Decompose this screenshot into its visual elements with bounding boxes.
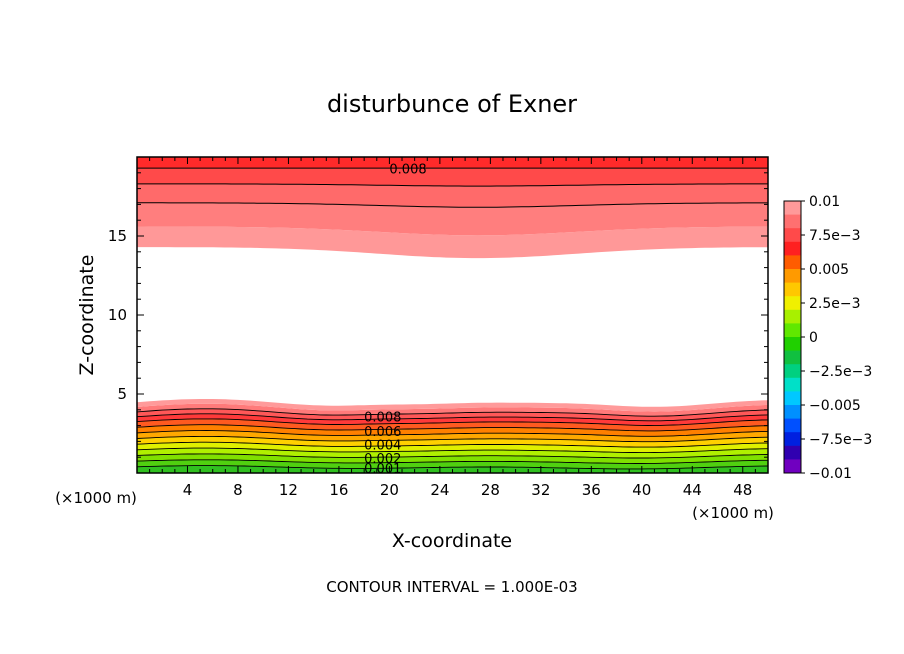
upper-contour-line bbox=[137, 183, 768, 187]
x-tick-label: 20 bbox=[380, 481, 399, 499]
lower-contour-band bbox=[137, 413, 768, 426]
colorbar-swatch bbox=[784, 269, 801, 284]
lower-contour-band bbox=[137, 430, 768, 442]
contour-interval-text: CONTOUR INTERVAL = 1.000E-03 bbox=[326, 578, 577, 596]
colorbar-swatch bbox=[784, 432, 801, 447]
colorbar-swatch bbox=[784, 377, 801, 392]
lower-contour-line bbox=[137, 408, 768, 417]
colorbar-swatch bbox=[784, 241, 801, 256]
colorbar-tick-label: −7.5e−3 bbox=[809, 432, 872, 448]
y-tick-label: 15 bbox=[108, 227, 127, 245]
contour-label: 0.004 bbox=[364, 438, 401, 453]
x-tick-label: 36 bbox=[582, 481, 601, 499]
colorbar-swatch bbox=[784, 255, 801, 270]
lower-contour-band bbox=[137, 424, 768, 437]
colorbar-swatch bbox=[784, 350, 801, 365]
lower-contour-band bbox=[137, 436, 768, 448]
contour-label: 0.006 bbox=[364, 425, 401, 440]
x-tick-label: 24 bbox=[430, 481, 449, 499]
colorbar: 0.01 7.5e−3 0.005 2.5e−3 0 −2.5e−3 −0.005 −7.5e… bbox=[783, 194, 872, 482]
lower-contour-band bbox=[137, 408, 768, 421]
lower-contour-band bbox=[137, 453, 768, 464]
colorbar-swatch bbox=[784, 228, 801, 243]
y-axis-label: Z-coordinate bbox=[76, 255, 98, 376]
upper-contour-band bbox=[137, 202, 768, 236]
y-axis-ticks: 5 10 15 bbox=[108, 156, 768, 474]
colorbar-tick-label: 0.005 bbox=[809, 262, 849, 278]
contour-label: 0.008 bbox=[364, 411, 401, 426]
lower-contour-line bbox=[137, 453, 768, 459]
lower-contour-line bbox=[137, 430, 768, 437]
colorbar-tick-label: −2.5e−3 bbox=[809, 364, 872, 380]
lower-contour-line bbox=[137, 424, 768, 432]
x-tick-label: 4 bbox=[183, 481, 193, 499]
colorbar-swatch bbox=[784, 296, 801, 311]
lower-contour-line bbox=[137, 413, 768, 422]
lower-contour-band bbox=[137, 448, 768, 458]
colorbar-swatch bbox=[784, 405, 801, 420]
colorbar-swatch bbox=[784, 459, 801, 474]
y-tick-label: 5 bbox=[117, 385, 127, 403]
colorbar-swatch bbox=[784, 309, 801, 324]
x-tick-label: 48 bbox=[733, 481, 752, 499]
chart-title: disturbunce of Exner bbox=[327, 90, 577, 118]
colorbar-swatch bbox=[784, 323, 801, 338]
x-tick-label: 40 bbox=[632, 481, 651, 499]
x-unit-left: (×1000 m) bbox=[55, 489, 137, 507]
lower-contour-line bbox=[137, 435, 768, 443]
colorbar-tick-label: 0.01 bbox=[809, 194, 840, 210]
x-tick-label: 44 bbox=[683, 481, 702, 499]
lower-contour-line bbox=[137, 447, 768, 454]
colorbar-swatch bbox=[784, 201, 801, 216]
x-tick-label: 16 bbox=[329, 481, 348, 499]
upper-contour-line bbox=[137, 202, 768, 208]
x-tick-label: 12 bbox=[279, 481, 298, 499]
colorbar-tick-label: 0 bbox=[809, 330, 818, 346]
x-tick-label: 32 bbox=[531, 481, 550, 499]
colorbar-swatch bbox=[784, 391, 801, 406]
colorbar-tick-label: −0.005 bbox=[809, 398, 861, 414]
lower-contour-line bbox=[137, 459, 768, 464]
lower-contour-band bbox=[137, 418, 768, 431]
lower-contour-band bbox=[137, 403, 768, 417]
upper-contour-band bbox=[137, 226, 768, 259]
colorbar-swatch bbox=[784, 214, 801, 229]
y-tick-label: 10 bbox=[108, 306, 127, 324]
contour-label: 0.002 bbox=[364, 452, 401, 467]
colorbar-swatch bbox=[784, 337, 801, 352]
colorbar-swatch bbox=[784, 282, 801, 297]
x-tick-label: 8 bbox=[233, 481, 243, 499]
colorbar-swatch bbox=[784, 445, 801, 460]
colorbar-tick-label: 7.5e−3 bbox=[809, 228, 861, 244]
x-tick-label: 28 bbox=[481, 481, 500, 499]
contour-label: 0.008 bbox=[389, 163, 426, 178]
lower-contour-line bbox=[137, 465, 768, 470]
upper-contour-band bbox=[137, 168, 768, 187]
lower-contour-band bbox=[137, 442, 768, 453]
lower-contour-band bbox=[137, 399, 768, 412]
upper-contour-band bbox=[137, 183, 768, 208]
upper-contour-band bbox=[137, 157, 768, 169]
x-axis-ticks: 4 8 12 16 20 24 28 32 36 40 44 48 bbox=[136, 157, 769, 499]
x-axis-label: X-coordinate bbox=[392, 530, 512, 552]
lower-contour-line bbox=[137, 441, 768, 448]
colorbar-tick-label: 2.5e−3 bbox=[809, 296, 861, 312]
contour-label: 0.001 bbox=[364, 462, 401, 477]
colorbar-swatch bbox=[784, 364, 801, 379]
colorbar-tick-label: −0.01 bbox=[809, 466, 852, 482]
colorbar-swatch bbox=[784, 418, 801, 433]
x-unit-right: (×1000 m) bbox=[692, 504, 774, 522]
lower-contour-line bbox=[137, 418, 768, 426]
